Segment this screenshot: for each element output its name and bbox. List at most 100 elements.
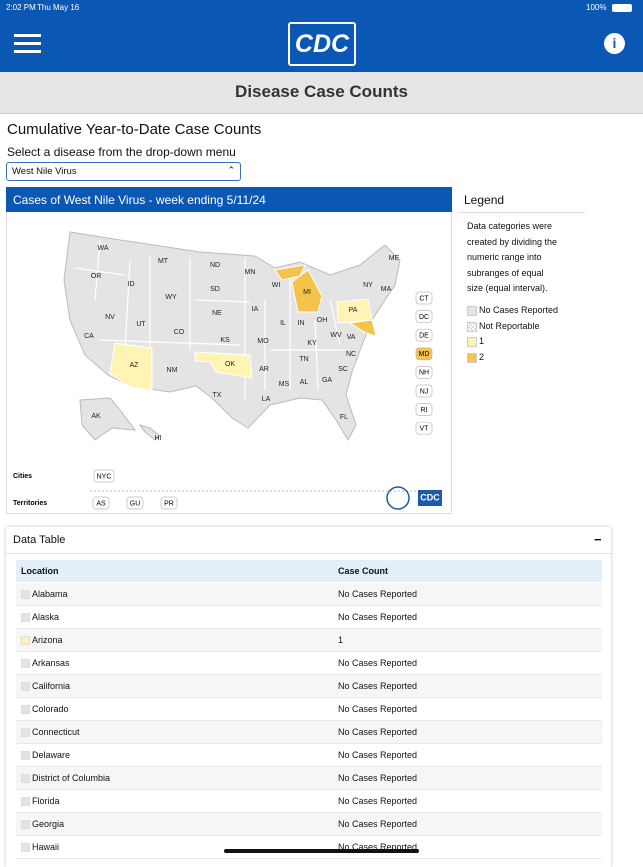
map-header xyxy=(6,187,452,212)
table-title: Data Table xyxy=(13,534,66,546)
state-border xyxy=(94,239,101,301)
title-band xyxy=(0,72,643,114)
location: Arizona xyxy=(32,635,63,645)
location: District of Columbia xyxy=(32,773,111,783)
state-border xyxy=(329,299,341,346)
case-count: No Cases Reported xyxy=(338,658,418,668)
state-label: AR xyxy=(259,366,269,373)
maryland xyxy=(348,319,377,337)
state-border xyxy=(99,339,241,346)
table-row xyxy=(16,583,602,606)
state-label: MS xyxy=(279,381,290,388)
legend-title: Legend xyxy=(464,193,505,207)
disease-select[interactable]: West Nile Virus ⌃ xyxy=(6,162,241,181)
table-row xyxy=(16,675,602,698)
state-label: ND xyxy=(210,262,220,269)
row-swatch xyxy=(21,636,30,645)
location: Arkansas xyxy=(32,658,70,668)
case-count: No Cases Reported xyxy=(338,819,418,829)
table-row xyxy=(16,652,602,675)
chip-label: RI xyxy=(421,407,428,414)
row-swatch xyxy=(21,613,30,622)
state-label: SC xyxy=(338,366,348,373)
table-row xyxy=(16,813,602,836)
state-label: AZ xyxy=(130,362,140,369)
chip-label: AS xyxy=(96,500,106,507)
cities-label: Cities xyxy=(13,473,32,480)
chip xyxy=(415,310,433,323)
chip xyxy=(415,366,433,379)
case-count: No Cases Reported xyxy=(338,796,418,806)
table-toggle[interactable]: − xyxy=(594,532,602,547)
state-label: IA xyxy=(252,306,259,313)
table-row xyxy=(16,629,602,652)
table-row xyxy=(16,744,602,767)
state-label: CO xyxy=(174,329,185,336)
row-swatch xyxy=(21,774,30,783)
info-button[interactable]: i xyxy=(604,33,625,54)
state-label: SD xyxy=(210,286,220,293)
state-shape xyxy=(291,269,323,313)
location: Alaska xyxy=(32,612,60,622)
state-label: ID xyxy=(128,281,135,288)
logo: CDC xyxy=(288,22,356,66)
column-header: Case Count xyxy=(338,566,389,576)
state-label: NE xyxy=(212,310,222,317)
footer-logo: CDC xyxy=(420,492,440,502)
state-label: FL xyxy=(340,414,348,421)
row-swatch xyxy=(21,705,30,714)
case-count: No Cases Reported xyxy=(338,681,418,691)
legend-swatch xyxy=(467,352,477,363)
state-label: TX xyxy=(213,392,222,399)
chip-label: MD xyxy=(419,351,430,358)
table-row xyxy=(16,790,602,813)
state-label: NC xyxy=(346,351,356,358)
table-row xyxy=(16,606,602,629)
chip xyxy=(126,496,144,510)
row-swatch xyxy=(21,797,30,806)
state-label: MI xyxy=(303,289,311,296)
table-row xyxy=(16,767,602,790)
state-label: NM xyxy=(167,367,178,374)
location: Colorado xyxy=(32,704,69,714)
title-rule xyxy=(6,553,611,554)
status-time: 2:02 PM xyxy=(6,3,36,12)
state-label: WI xyxy=(272,282,281,289)
hawaii xyxy=(138,424,161,441)
territories-label: Territories xyxy=(13,500,47,507)
row-swatch xyxy=(21,843,30,852)
chip xyxy=(92,496,110,510)
chip xyxy=(415,403,433,416)
chip xyxy=(160,496,178,510)
state-label: NY xyxy=(363,282,373,289)
state-label: IN xyxy=(298,320,305,327)
state-border xyxy=(194,299,251,303)
location: Delaware xyxy=(32,750,71,760)
legend-label: 1 xyxy=(479,336,485,346)
location: Georgia xyxy=(32,819,65,829)
chip-label: NJ xyxy=(420,388,429,395)
case-count: 1 xyxy=(338,635,344,645)
state-border xyxy=(314,319,319,391)
table-row xyxy=(16,836,602,859)
table-header xyxy=(16,560,602,582)
state-label: NV xyxy=(105,314,115,321)
alaska xyxy=(79,397,137,441)
state-label: TN xyxy=(299,356,308,363)
state-label: KS xyxy=(220,337,230,344)
chip xyxy=(93,469,115,483)
state-label: OK xyxy=(225,361,235,368)
legend-swatch xyxy=(467,321,477,332)
case-count: No Cases Reported xyxy=(338,842,418,852)
state-label: PA xyxy=(349,307,358,314)
chip-label: VT xyxy=(420,426,430,433)
status-battery: 100% xyxy=(586,3,607,12)
state-label: WA xyxy=(97,245,108,252)
state-label: MA xyxy=(381,286,392,293)
state-label: WY xyxy=(165,294,177,301)
chip xyxy=(415,347,433,361)
row-swatch xyxy=(21,820,30,829)
menu-button[interactable] xyxy=(14,34,41,53)
map: WA OR CA NV ID MT WY UT CO AZ NM ND SD NE KS OK TX MN IA MO… xyxy=(13,231,442,510)
